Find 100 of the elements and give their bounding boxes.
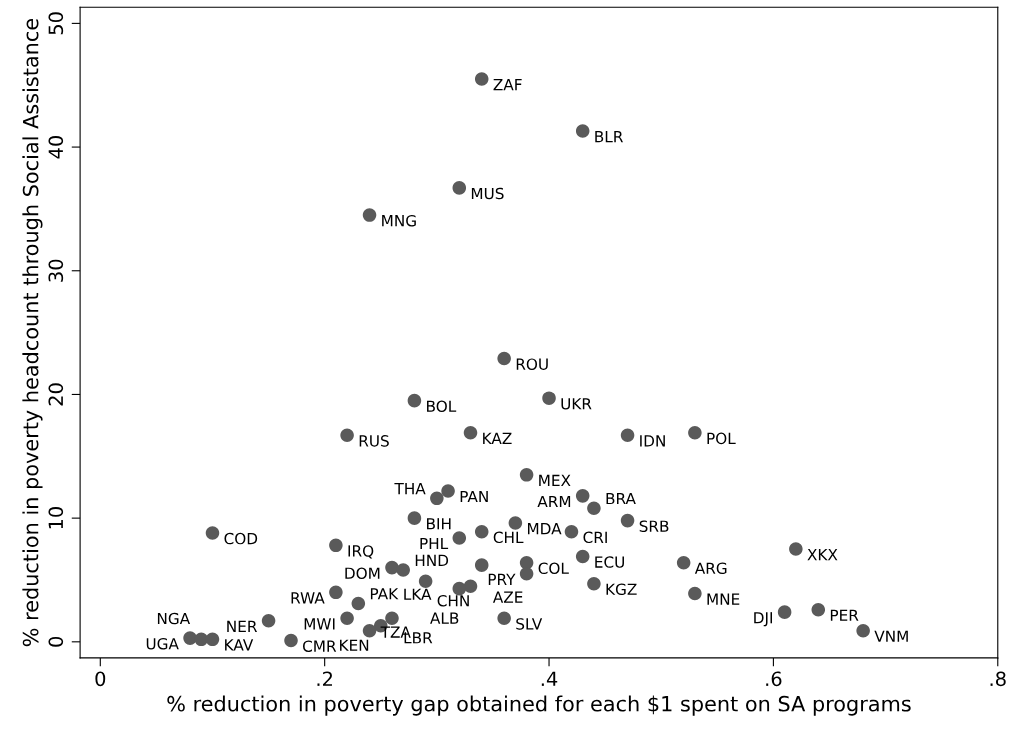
annotation: VNM (874, 630, 908, 642)
point (418, 574, 433, 588)
point (856, 623, 870, 638)
point (261, 614, 276, 628)
annotation: COL (538, 562, 569, 575)
point (811, 602, 826, 617)
annotation: ARM (537, 495, 571, 508)
point (519, 468, 534, 482)
annotation: ARG (694, 562, 727, 575)
annotation: PAN (460, 490, 488, 503)
annotation: AZE (492, 591, 523, 603)
point (474, 72, 489, 86)
y-axis-title: % reduction in poverty headcount through Social Assistance (22, 18, 43, 647)
annotation: ZAF (493, 79, 522, 91)
point (777, 605, 792, 619)
annotation: PER (830, 609, 859, 621)
point (463, 579, 478, 593)
x-tick-label: .8 (990, 671, 1006, 687)
x-tick-label: 0 (95, 671, 106, 687)
annotation: KGZ (606, 583, 637, 596)
x-axis-title: % reduction in poverty gap obtained for each $1 spent on SA programs (167, 695, 911, 716)
point (474, 524, 489, 539)
annotation: ALB (430, 612, 459, 624)
point (407, 393, 422, 408)
point (564, 524, 579, 539)
annotation: KAZ (483, 432, 512, 444)
annotation: MUS (471, 187, 504, 200)
annotation: UKR (561, 398, 592, 410)
annotation: MWI (304, 618, 335, 630)
annotation: SLV (516, 618, 543, 630)
point (407, 511, 422, 525)
point (340, 611, 354, 626)
annotation: UGA (146, 637, 179, 650)
annotation: LKA (404, 588, 432, 600)
annotation: KEN (340, 639, 369, 651)
annotation: BRA (606, 492, 636, 505)
point (452, 581, 467, 596)
point (284, 633, 298, 648)
annotation: HND (415, 554, 449, 566)
annotation: MEX (539, 474, 571, 486)
annotation: RWA (291, 592, 325, 604)
point (441, 484, 455, 498)
annotation: CHL (493, 531, 524, 544)
annotation: BLR (595, 131, 623, 143)
point (452, 531, 467, 545)
point (474, 558, 489, 572)
annotation: NER (227, 620, 258, 632)
point (385, 560, 399, 575)
x-tick-label: .4 (541, 671, 558, 686)
annotation: ECU (595, 556, 624, 568)
y-tick-label: 30 (48, 259, 64, 282)
annotation: POL (707, 432, 736, 445)
annotation: MNE (707, 593, 740, 605)
point (385, 611, 399, 626)
annotation: DOM (345, 567, 380, 579)
point (430, 491, 444, 506)
point (688, 426, 702, 440)
annotation: IDN (640, 435, 665, 447)
annotation: MDA (527, 523, 562, 535)
annotation: COD (224, 532, 258, 545)
annotation: MNG (382, 214, 416, 227)
point (463, 426, 478, 440)
point (362, 208, 377, 222)
point (789, 542, 803, 556)
point (396, 563, 410, 577)
point (329, 538, 343, 553)
point (452, 181, 467, 195)
annotation: CRI (583, 531, 607, 544)
point (183, 631, 197, 645)
point (508, 516, 523, 530)
point (620, 428, 635, 443)
point (676, 555, 691, 570)
x-tick-label: .6 (766, 671, 782, 687)
y-tick-label: 10 (48, 507, 64, 529)
annotation: CMR (302, 640, 337, 652)
point (620, 513, 635, 528)
annotation: XKX (807, 549, 838, 561)
point (587, 501, 601, 516)
point (575, 489, 590, 503)
x-tick-label: .2 (317, 671, 332, 686)
annotation: DJI (754, 612, 773, 627)
point (519, 567, 534, 581)
annotation: IRQ (348, 545, 374, 559)
point (497, 351, 511, 366)
annotation: PRY (488, 573, 516, 585)
annotation: SRB (639, 520, 669, 532)
y-tick-label: 50 (48, 12, 64, 35)
annotation: BIH (427, 518, 451, 530)
point (351, 596, 366, 611)
annotation: RUS (359, 435, 389, 447)
point (542, 391, 556, 405)
point (362, 623, 377, 638)
annotation: PAK (370, 588, 399, 600)
point (688, 586, 702, 601)
point (575, 549, 590, 564)
point (575, 124, 590, 138)
point (329, 585, 343, 600)
point (340, 428, 354, 443)
y-tick-label: 0 (48, 636, 64, 647)
point (587, 576, 601, 591)
